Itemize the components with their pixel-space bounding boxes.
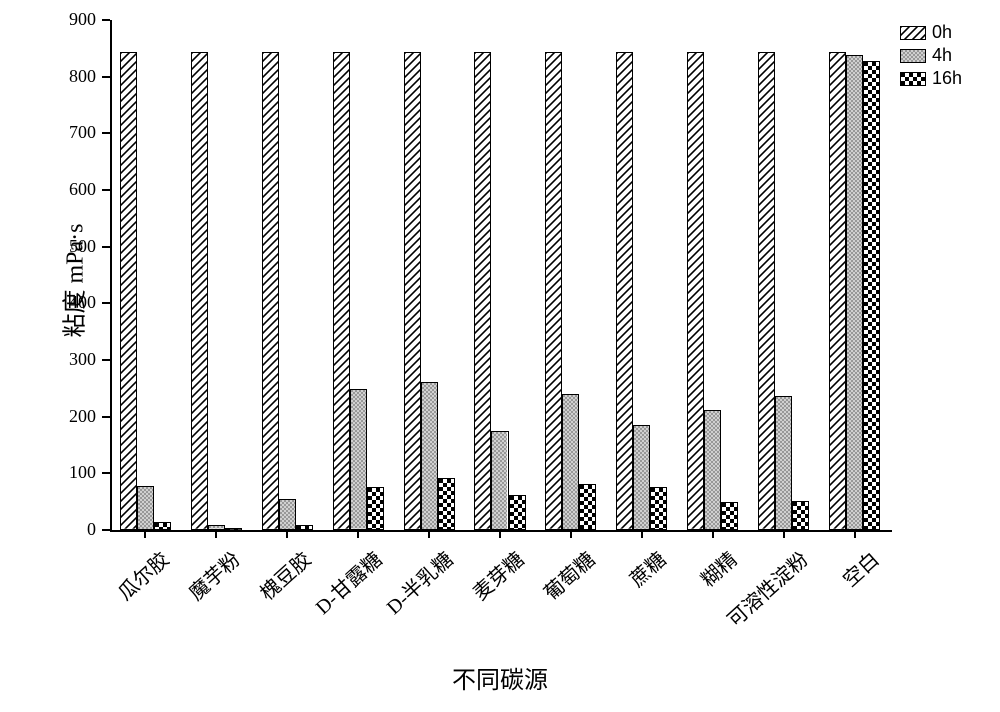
y-tick-label: 200 <box>0 406 96 427</box>
x-tick <box>357 530 359 538</box>
legend-item-0h: 0h <box>900 22 962 43</box>
bar-16h <box>367 487 384 530</box>
y-tick-label: 500 <box>0 236 96 257</box>
bar-4h <box>704 410 721 530</box>
y-tick-label: 600 <box>0 179 96 200</box>
bar-0h <box>545 52 562 530</box>
bar-0h <box>120 52 137 530</box>
y-tick <box>102 472 110 474</box>
y-tick-label: 100 <box>0 462 96 483</box>
bar-4h <box>279 499 296 530</box>
x-tick <box>712 530 714 538</box>
bar-4h <box>633 425 650 530</box>
x-tick <box>428 530 430 538</box>
x-tick <box>215 530 217 538</box>
bar-16h <box>225 528 242 530</box>
y-tick-label: 400 <box>0 292 96 313</box>
bar-4h <box>350 389 367 530</box>
y-tick-label: 700 <box>0 122 96 143</box>
legend-item-4h: 4h <box>900 45 962 66</box>
viscosity-bar-chart: 粘度 mPa·s 不同碳源 0h4h16h 010020030040050060… <box>0 0 1000 712</box>
bar-4h <box>421 382 438 530</box>
bar-0h <box>191 52 208 530</box>
legend-label: 0h <box>932 22 952 43</box>
bar-0h <box>474 52 491 530</box>
y-tick <box>102 132 110 134</box>
x-tick <box>783 530 785 538</box>
bar-4h <box>562 394 579 530</box>
bar-0h <box>404 52 421 530</box>
x-tick-label: 瓜尔胶 <box>44 544 175 666</box>
legend-swatch <box>900 49 926 63</box>
bar-16h <box>154 522 171 531</box>
bar-16h <box>296 525 313 530</box>
legend: 0h4h16h <box>900 22 962 91</box>
bar-0h <box>687 52 704 530</box>
bar-16h <box>792 501 809 530</box>
bar-4h <box>775 396 792 530</box>
legend-label: 4h <box>932 45 952 66</box>
y-tick <box>102 302 110 304</box>
legend-label: 16h <box>932 68 962 89</box>
bar-0h <box>758 52 775 530</box>
bar-16h <box>579 484 596 530</box>
y-tick-label: 800 <box>0 66 96 87</box>
y-tick <box>102 416 110 418</box>
bar-16h <box>863 61 880 530</box>
bar-0h <box>333 52 350 530</box>
y-tick <box>102 359 110 361</box>
bar-16h <box>509 495 526 530</box>
y-tick <box>102 246 110 248</box>
legend-swatch <box>900 26 926 40</box>
bar-0h <box>829 52 846 530</box>
legend-swatch <box>900 72 926 86</box>
y-tick <box>102 529 110 531</box>
y-tick <box>102 189 110 191</box>
bar-0h <box>262 52 279 530</box>
bar-16h <box>438 478 455 530</box>
bar-4h <box>208 525 225 530</box>
bar-4h <box>491 431 508 530</box>
bar-4h <box>846 55 863 530</box>
bar-0h <box>616 52 633 530</box>
legend-item-16h: 16h <box>900 68 962 89</box>
bar-16h <box>721 502 738 530</box>
y-tick <box>102 76 110 78</box>
y-tick-label: 0 <box>0 519 96 540</box>
x-tick <box>286 530 288 538</box>
y-tick-label: 300 <box>0 349 96 370</box>
y-tick <box>102 19 110 21</box>
x-tick <box>641 530 643 538</box>
bar-4h <box>137 486 154 530</box>
x-tick <box>499 530 501 538</box>
y-tick-label: 900 <box>0 9 96 30</box>
x-tick <box>854 530 856 538</box>
x-tick <box>144 530 146 538</box>
x-tick <box>570 530 572 538</box>
bar-16h <box>650 487 667 530</box>
